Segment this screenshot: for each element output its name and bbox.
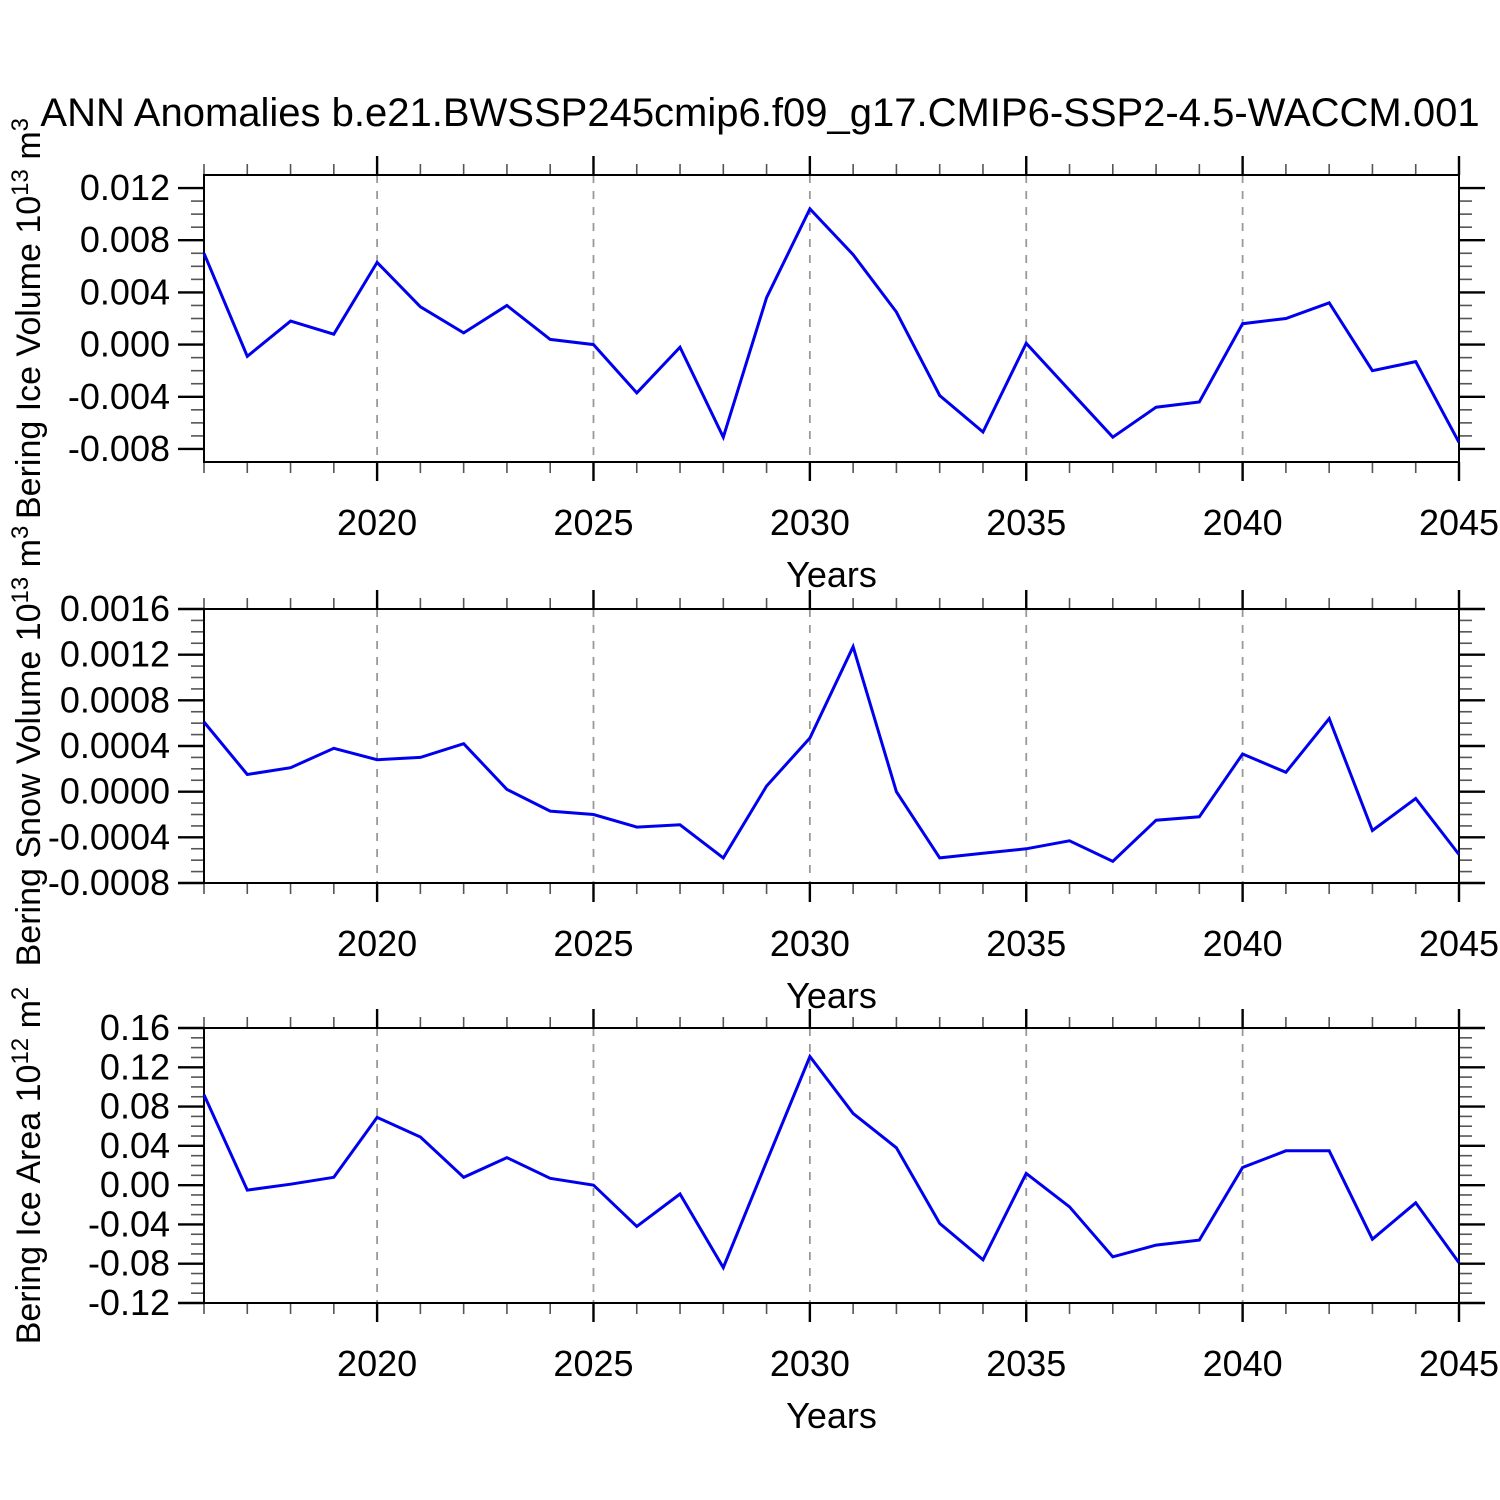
x-tick-label: 2020	[337, 1343, 417, 1384]
x-tick-label: 2040	[1203, 502, 1283, 543]
charts-container: 2020 2025 2030 2035 2040 2045 -0.008 -0.004 0.00…	[7, 118, 1499, 1436]
y-tick-label: -0.0008	[48, 862, 170, 903]
chart-bering-ice-volume: 2020 2025 2030 2035 2040 2045 -0.008 -0.004 0.00…	[7, 118, 1499, 595]
x-axis-label: Years	[786, 1395, 877, 1436]
y-tick-label: 0.0008	[60, 679, 170, 720]
x-tick-label: 2025	[553, 923, 633, 964]
y-tick-label: -0.008	[68, 428, 170, 469]
y-tick-label: -0.12	[88, 1282, 170, 1323]
plot-frame	[203, 608, 1460, 884]
y-tick-label: 0.008	[80, 219, 170, 260]
x-tick-label: 2040	[1203, 923, 1283, 964]
x-tick-label: 2035	[986, 1343, 1066, 1384]
y-tick-label: 0.004	[80, 271, 170, 312]
y-tick-label: 0.0016	[60, 588, 170, 629]
x-tick-label: 2030	[770, 923, 850, 964]
plot-frame	[203, 1027, 1460, 1304]
x-tick-label: 2040	[1203, 1343, 1283, 1384]
data-line-bering-ice-volume	[202, 206, 1461, 444]
x-tick-label: 2045	[1419, 502, 1499, 543]
y-tick-label: 0.0012	[60, 634, 170, 675]
x-tick-label: 2020	[337, 923, 417, 964]
y-tick-label: 0.12	[100, 1046, 170, 1087]
y-tick-label: -0.04	[88, 1203, 170, 1244]
x-tick-label: 2020	[337, 502, 417, 543]
y-tick-label: 0.08	[100, 1086, 170, 1127]
x-tick-label: 2025	[553, 502, 633, 543]
chart-bering-ice-area: 2020 2025 2030 2035 2040 2045-0.12-0.08-0.040…	[7, 987, 1499, 1436]
y-tick-label: -0.004	[68, 376, 170, 417]
y-axis-label: Bering Ice Area 1012 m2	[7, 987, 48, 1345]
figure-title: ANN Anomalies b.e21.BWSSP245cmip6.f09_g1…	[40, 91, 1479, 135]
x-tick-label: 2030	[770, 1343, 850, 1384]
y-axis-label: Bering Ice Volume 1013 m3	[7, 118, 48, 519]
x-axis-label: Years	[786, 554, 877, 595]
x-tick-label: 2045	[1419, 1343, 1499, 1384]
y-tick-label: 0.04	[100, 1125, 170, 1166]
data-line-bering-ice-area	[202, 1053, 1461, 1271]
y-tick-label: 0.012	[80, 167, 170, 208]
chart-bering-snow-volume: 2020 2025 2030 2035 2040 2045-0.0008-0.00040.…	[7, 526, 1499, 1016]
y-tick-label: -0.08	[88, 1243, 170, 1284]
y-tick-label: 0.000	[80, 324, 170, 365]
x-tick-label: 2035	[986, 502, 1066, 543]
y-tick-label: 0.00	[100, 1164, 170, 1205]
plot-frame	[203, 174, 1460, 463]
y-tick-label: 0.16	[100, 1007, 170, 1048]
x-tick-label: 2030	[770, 502, 850, 543]
x-axis-label: Years	[786, 975, 877, 1016]
x-tick-label: 2045	[1419, 923, 1499, 964]
y-tick-label: 0.0000	[60, 771, 170, 812]
x-tick-label: 2035	[986, 923, 1066, 964]
y-tick-label: -0.0004	[48, 816, 170, 857]
data-line-bering-snow-volume	[202, 642, 1461, 864]
y-axis-label: Bering Snow Volume 1013 m3	[7, 526, 48, 967]
x-tick-label: 2025	[553, 1343, 633, 1384]
y-tick-label: 0.0004	[60, 725, 170, 766]
